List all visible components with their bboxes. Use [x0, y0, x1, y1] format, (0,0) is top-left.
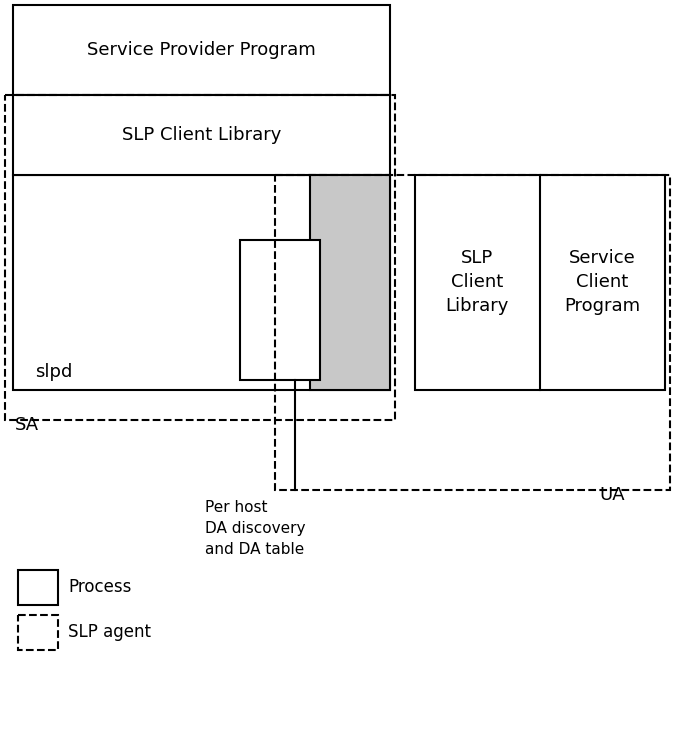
- Text: SLP agent: SLP agent: [68, 623, 151, 641]
- Text: UA: UA: [599, 486, 625, 504]
- Bar: [275, 175, 670, 490]
- Bar: [240, 240, 320, 380]
- Bar: [310, 175, 390, 390]
- Text: Service Provider Program: Service Provider Program: [87, 41, 316, 59]
- Bar: [13, 95, 390, 175]
- Text: SA: SA: [15, 416, 39, 434]
- Bar: [13, 5, 390, 95]
- Text: Per host
DA discovery
and DA table: Per host DA discovery and DA table: [205, 500, 306, 557]
- Bar: [13, 175, 390, 390]
- Text: SLP
Client
Library: SLP Client Library: [445, 249, 509, 315]
- Text: SLP Client Library: SLP Client Library: [122, 126, 281, 144]
- Bar: [5, 95, 395, 420]
- Text: Process: Process: [68, 578, 131, 596]
- Bar: [18, 615, 58, 650]
- Text: slpd: slpd: [35, 363, 72, 381]
- Bar: [415, 175, 665, 390]
- Text: Service
Client
Program: Service Client Program: [564, 249, 640, 315]
- Bar: [18, 570, 58, 605]
